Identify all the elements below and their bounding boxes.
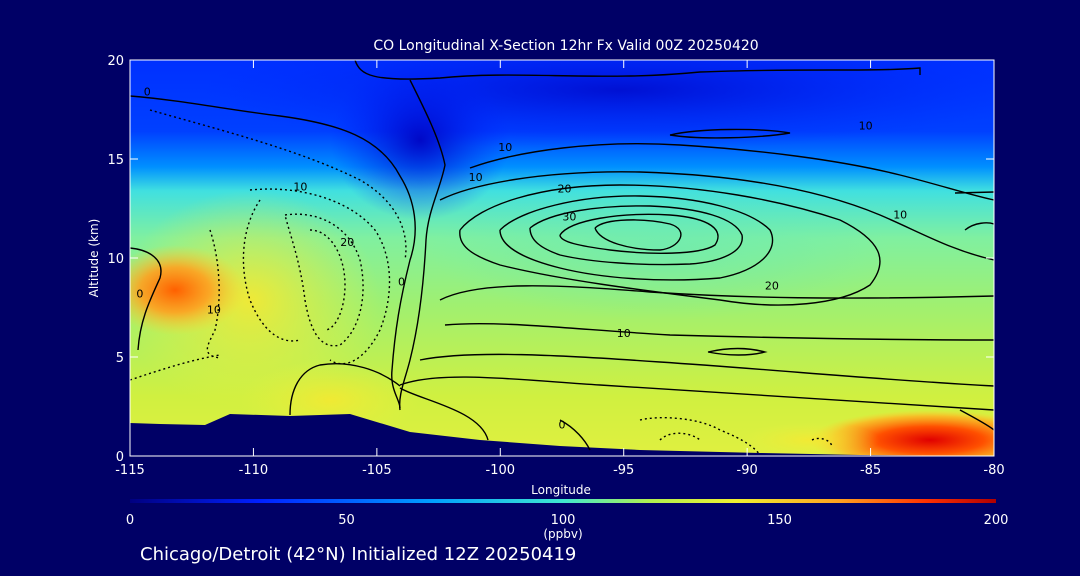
contour-label: 10: [859, 119, 873, 132]
contour-line: [130, 247, 162, 351]
contour-line: [529, 205, 743, 266]
contour-line: [959, 409, 994, 431]
y-tick-label: 20: [107, 54, 124, 69]
contour-line: [289, 363, 401, 416]
contour-line: [130, 95, 416, 409]
colorbar-tick-label: 150: [767, 513, 792, 528]
colorbar-tick-label: 100: [551, 513, 576, 528]
contour-label: 10: [617, 327, 631, 340]
upper-low-core: [330, 60, 510, 220]
contour-label: 0: [136, 288, 143, 301]
contour-label: 0: [559, 418, 566, 431]
contour-line: [399, 376, 994, 411]
contour-line: [669, 128, 791, 139]
colorbar-tick-label: 50: [338, 513, 355, 528]
contour-line: [499, 195, 774, 281]
x-axis-label: Longitude: [531, 483, 591, 497]
contour-line: [964, 222, 994, 231]
contour-label: 30: [562, 210, 576, 223]
contour-line: [659, 432, 701, 441]
contour-label: 20: [557, 183, 571, 196]
terrain: [130, 414, 994, 456]
x-tick-label: -115: [115, 463, 145, 478]
y-axis: 0 5 10 15 20: [107, 54, 994, 465]
colorbar-tick-label: 0: [126, 513, 134, 528]
east-orange-region: [740, 422, 880, 456]
colorbar-units: (ppbv): [543, 527, 582, 541]
contour-line: [206, 229, 221, 359]
contour-label: 20: [340, 236, 354, 249]
contour-line: [639, 416, 761, 456]
footer-caption: Chicago/Detroit (42°N) Initialized 12Z 2…: [140, 544, 576, 565]
x-tick-label: -95: [613, 463, 634, 478]
chart-title: CO Longitudinal X-Section 12hr Fx Valid …: [373, 38, 758, 54]
contour-line: [419, 353, 994, 387]
contour-label: 10: [893, 208, 907, 221]
y-tick-label: 15: [107, 153, 124, 168]
x-tick-label: -110: [239, 463, 269, 478]
contour-line: [811, 437, 833, 447]
colorbar-tick-label: 200: [984, 513, 1009, 528]
contour-line: [459, 184, 881, 306]
x-axis: -115 -110 -105 -100 -95 -90 -85 -80: [115, 60, 1005, 478]
x-tick-label: -100: [486, 463, 516, 478]
contour-line: [309, 229, 346, 331]
contour-line: [354, 60, 921, 80]
west-yellow-region: [130, 190, 380, 410]
contour-label: 10: [207, 303, 221, 316]
colorbar: [130, 499, 996, 503]
contour-line: [444, 322, 994, 341]
contour-label: 10: [498, 141, 512, 154]
contour-line: [284, 213, 364, 347]
contour-line: [954, 191, 994, 194]
contour-line: [707, 347, 768, 356]
contour-lines: [130, 60, 994, 456]
x-tick-label: -90: [737, 463, 758, 478]
colorbar-ticks: 0 50 100 150 200: [126, 513, 1009, 528]
contour-line: [469, 143, 994, 201]
y-tick-label: 10: [107, 252, 124, 267]
y-axis-label: Altitude (km): [87, 219, 101, 298]
west-orange-hotspot: [130, 245, 245, 335]
contour-line: [439, 171, 994, 261]
contour-label: 10: [469, 171, 483, 184]
y-tick-label: 0: [116, 450, 124, 465]
x-tick-label: -85: [860, 463, 881, 478]
x-tick-label: -80: [983, 463, 1004, 478]
contour-line: [439, 285, 994, 301]
concentration-field: [130, 60, 994, 456]
contour-line: [399, 387, 489, 441]
contour-line: [559, 213, 719, 254]
contour-label: 0: [144, 86, 151, 99]
contour-label: 10: [293, 181, 307, 194]
contour-line: [594, 219, 682, 251]
contour-label: 0: [398, 276, 405, 289]
contour-line: [398, 79, 446, 411]
x-tick-label: -105: [362, 463, 392, 478]
contour-line: [559, 419, 591, 451]
contour-label: 20: [765, 280, 779, 293]
y-tick-label: 5: [116, 351, 124, 366]
contour-labels: 0 10 20 0 10 0 10 10 20 30 20 10 10 10 0: [136, 86, 907, 432]
